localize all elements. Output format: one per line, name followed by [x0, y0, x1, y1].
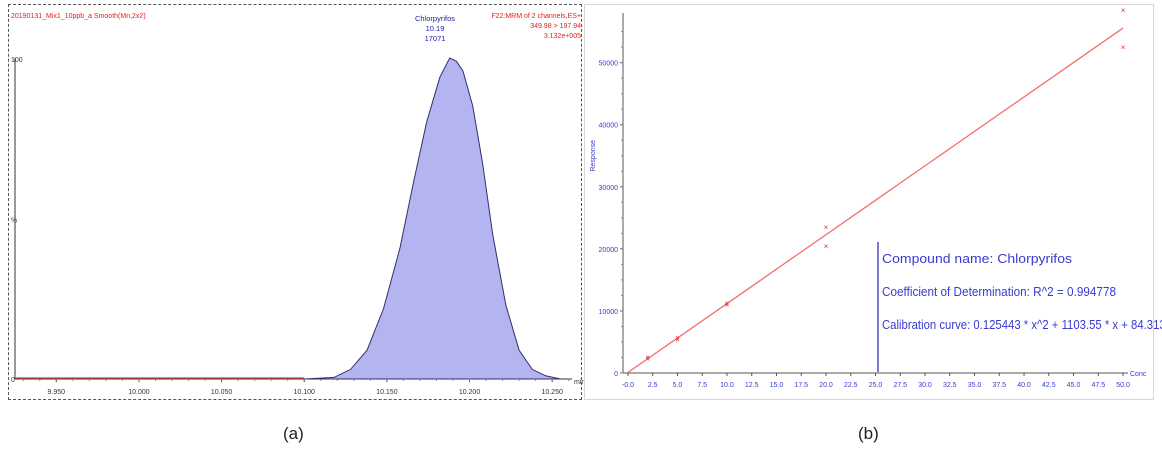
x-tick-label: 27.5 [893, 382, 907, 389]
y-axis-label: Response [590, 140, 597, 172]
x-tick-label: 45.0 [1067, 382, 1081, 389]
calibration-chart: 0 10000 20000 30000 40000 50000 Response -0.0 2.… [590, 6, 1162, 389]
y-tick-label: 50000 [599, 61, 619, 68]
trace-header-right-line: F22:MRM of 2 channels,ES+ [491, 13, 581, 20]
y-tick-label: 0 [11, 377, 15, 384]
x-tick-label: 32.5 [943, 382, 957, 389]
calibration-point: × [824, 242, 829, 251]
peak-label-line: 10.19 [426, 24, 445, 33]
x-tick-label: 10.050 [211, 389, 233, 396]
x-axis-label: Conc [1130, 371, 1147, 378]
calibration-point: × [725, 299, 730, 308]
x-unit-label: min [574, 379, 585, 386]
calibration-point: × [824, 223, 829, 232]
x-tick-label: 50.0 [1116, 382, 1130, 389]
x-tick-label: 47.5 [1091, 382, 1105, 389]
y-tick-label: % [11, 218, 17, 225]
peak-label-line: 17071 [425, 34, 446, 43]
trace-header-right-line: 349.98 > 197.94 [530, 23, 581, 30]
x-tick-label: 12.5 [745, 382, 759, 389]
x-tick-label: 10.0 [720, 382, 734, 389]
x-tick-label: 25.0 [869, 382, 883, 389]
x-tick-label: 7.5 [697, 382, 707, 389]
y-tick-label: 40000 [599, 123, 619, 130]
caption-a: (a) [283, 424, 304, 443]
calibration-fit-line [627, 27, 1124, 374]
calibration-point: × [645, 355, 650, 364]
x-tick-label: 2.5 [648, 382, 658, 389]
chlorpyrifos-peak [304, 57, 561, 380]
calibration-panel: 0 10000 20000 30000 40000 50000 Response -0.0 2.… [584, 4, 1162, 400]
trace-header-left: 20190131_Mix1_10ppb_a Smooth(Mn,2x2) [11, 13, 146, 20]
info-line: Compound name: Chlorpyrifos [882, 251, 1073, 266]
x-tick-label: 10.150 [376, 389, 398, 396]
x-tick-label: 37.5 [992, 382, 1006, 389]
trace-header-right-line: 3.132e+005 [544, 33, 581, 40]
chromatogram-chart: 20190131_Mix1_10ppb_a Smooth(Mn,2x2) F22:… [11, 13, 585, 396]
x-tick-label: 30.0 [918, 382, 932, 389]
calibration-point: × [1121, 6, 1126, 15]
info-line: Calibration curve: 0.125443 * x^2 + 1103… [882, 317, 1162, 332]
y-tick-label: 100 [11, 57, 23, 64]
info-line: Coefficient of Determination: R^2 = 0.99… [882, 284, 1116, 299]
x-tick-label: 20.0 [819, 382, 833, 389]
y-tick-label: 20000 [599, 247, 619, 254]
x-tick-label: 9.950 [48, 389, 66, 396]
x-tick-label: 15.0 [770, 382, 784, 389]
x-tick-label: 10.000 [128, 389, 150, 396]
y-tick-label: 30000 [599, 185, 619, 192]
y-tick-label: 0 [614, 371, 618, 378]
x-tick-label: 5.0 [673, 382, 683, 389]
chromatogram-panel: 20190131_Mix1_10ppb_a Smooth(Mn,2x2) F22:… [8, 4, 585, 400]
x-tick-label: 10.200 [459, 389, 481, 396]
x-tick-label: 42.5 [1042, 382, 1056, 389]
x-tick-label: 10.100 [294, 389, 316, 396]
x-tick-label: -0.0 [622, 382, 634, 389]
x-tick-label: 22.5 [844, 382, 858, 389]
calibration-point: × [645, 353, 650, 362]
x-tick-label: 40.0 [1017, 382, 1031, 389]
calibration-point: × [675, 335, 680, 344]
y-tick-label: 10000 [599, 309, 619, 316]
calibration-point: × [675, 334, 680, 343]
calibration-point: × [725, 301, 730, 310]
caption-b: (b) [858, 424, 879, 443]
x-tick-label: 10.250 [541, 389, 563, 396]
x-tick-label: 17.5 [794, 382, 808, 389]
peak-label-line: Chlorpyrifos [415, 14, 455, 23]
calibration-point: × [1121, 43, 1126, 52]
x-tick-label: 35.0 [968, 382, 982, 389]
